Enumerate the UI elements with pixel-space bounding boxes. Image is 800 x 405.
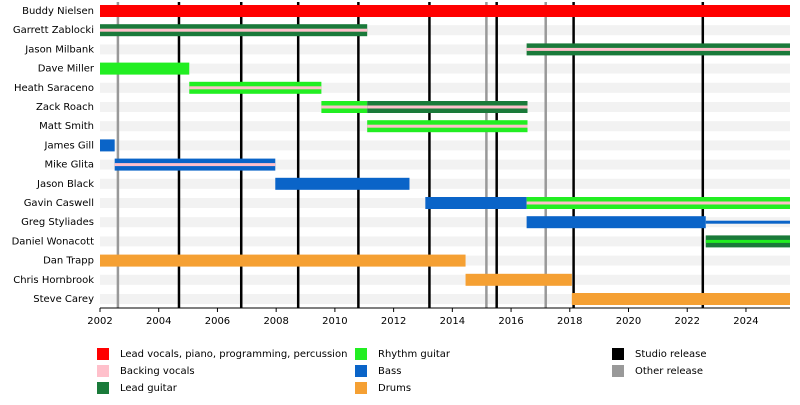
member-label: Heath Saraceno (14, 83, 94, 94)
row-band (100, 159, 790, 170)
member-stripe (100, 28, 368, 32)
member-stripe (114, 163, 276, 167)
row-band (100, 178, 790, 189)
x-tick-label: 2024 (733, 316, 758, 327)
member-stripe (705, 239, 790, 243)
legend-label: Other release (635, 366, 703, 377)
member-label: Greg Styliades (21, 217, 94, 228)
legend-swatch (97, 348, 109, 360)
x-tick-label: 2018 (557, 316, 582, 327)
x-tick-label: 2002 (87, 316, 112, 327)
member-label: Gavin Caswell (24, 198, 94, 209)
member-label: Steve Carey (33, 294, 94, 305)
legend-label: Bass (378, 366, 401, 377)
x-tick-label: 2022 (675, 316, 700, 327)
x-tick-label: 2004 (146, 316, 171, 327)
row-band (100, 63, 790, 74)
legend-swatch (612, 365, 624, 377)
legend-swatch (612, 348, 624, 360)
legend-label: Rhythm guitar (378, 349, 451, 360)
row-band (100, 44, 790, 55)
legend-swatch (97, 365, 109, 377)
member-label: Jason Milbank (24, 44, 94, 55)
row-band (100, 217, 790, 228)
x-tick-label: 2016 (498, 316, 523, 327)
member-bar (465, 273, 572, 286)
member-label: Daniel Wonacott (12, 236, 94, 247)
member-bar (425, 197, 527, 209)
legend-swatch (355, 382, 367, 394)
member-label: James Gill (44, 140, 94, 151)
legend-label: Drums (378, 383, 411, 394)
legend-label: Lead vocals, piano, programming, percuss… (120, 349, 347, 360)
legend-label: Studio release (635, 349, 707, 360)
legend-swatch (355, 348, 367, 360)
member-bar (100, 254, 466, 267)
member-bar (100, 139, 115, 152)
member-label: Buddy Nielsen (22, 6, 94, 17)
member-stripe (321, 105, 368, 109)
member-label: Dan Trapp (43, 256, 94, 267)
row-band (100, 274, 790, 285)
member-label: Garrett Zablocki (13, 25, 94, 36)
row-band (100, 25, 790, 36)
member-stripe (526, 47, 790, 51)
x-tick-label: 2020 (616, 316, 641, 327)
member-stripe (526, 201, 790, 205)
x-tick-label: 2008 (263, 316, 288, 327)
member-bar (275, 177, 410, 190)
legend-label: Lead guitar (120, 383, 178, 394)
legend-label: Backing vocals (120, 366, 195, 377)
member-label: Matt Smith (39, 121, 94, 132)
member-label: Jason Black (36, 179, 94, 190)
member-label: Dave Miller (38, 64, 95, 75)
legend-swatch (97, 382, 109, 394)
member-stripe (705, 220, 790, 224)
member-stripe (189, 86, 322, 90)
row-band (100, 236, 790, 247)
x-tick-label: 2012 (381, 316, 406, 327)
member-stripe (367, 105, 528, 109)
member-label: Chris Hornbrook (13, 275, 94, 286)
member-label: Zack Roach (36, 102, 94, 113)
member-stripe (367, 124, 528, 128)
x-tick-label: 2014 (440, 316, 465, 327)
legend-swatch (355, 365, 367, 377)
x-tick-label: 2006 (205, 316, 230, 327)
member-bar (526, 216, 706, 229)
member-label: Mike Glita (44, 160, 94, 171)
member-bar (100, 5, 790, 17)
x-tick-label: 2010 (322, 316, 347, 327)
row-band (100, 82, 790, 93)
row-band (100, 140, 790, 151)
member-bar (571, 293, 790, 305)
row-band (100, 294, 790, 304)
member-bar (100, 62, 190, 75)
